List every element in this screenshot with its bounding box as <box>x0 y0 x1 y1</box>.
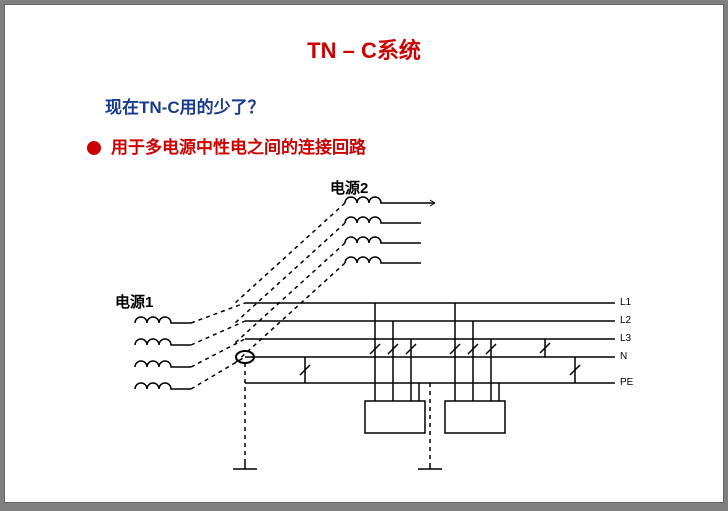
bullet-dot-icon <box>87 141 101 155</box>
line-label-l3: L3 <box>620 333 631 344</box>
page-title: TN – C系统 <box>5 33 723 65</box>
line-label-l1: L1 <box>620 297 631 308</box>
line-label-n: N <box>620 351 627 362</box>
tn-c-diagram: 电源1 电源2 L1 L2 L3 N PE <box>75 173 655 473</box>
slide: TN – C系统 现在TN-C用的少了？ 用于多电源中性电之间的连接回路 电源1… <box>4 4 724 503</box>
source1-label: 电源1 <box>115 291 153 312</box>
bullet-row: 用于多电源中性电之间的连接回路 <box>87 133 366 158</box>
source2-label: 电源2 <box>330 177 368 198</box>
subtitle: 现在TN-C用的少了？ <box>105 93 265 118</box>
line-label-l2: L2 <box>620 315 631 326</box>
line-label-pe: PE <box>620 377 633 388</box>
diagram-svg <box>75 173 655 473</box>
bullet-text: 用于多电源中性电之间的连接回路 <box>111 138 366 157</box>
